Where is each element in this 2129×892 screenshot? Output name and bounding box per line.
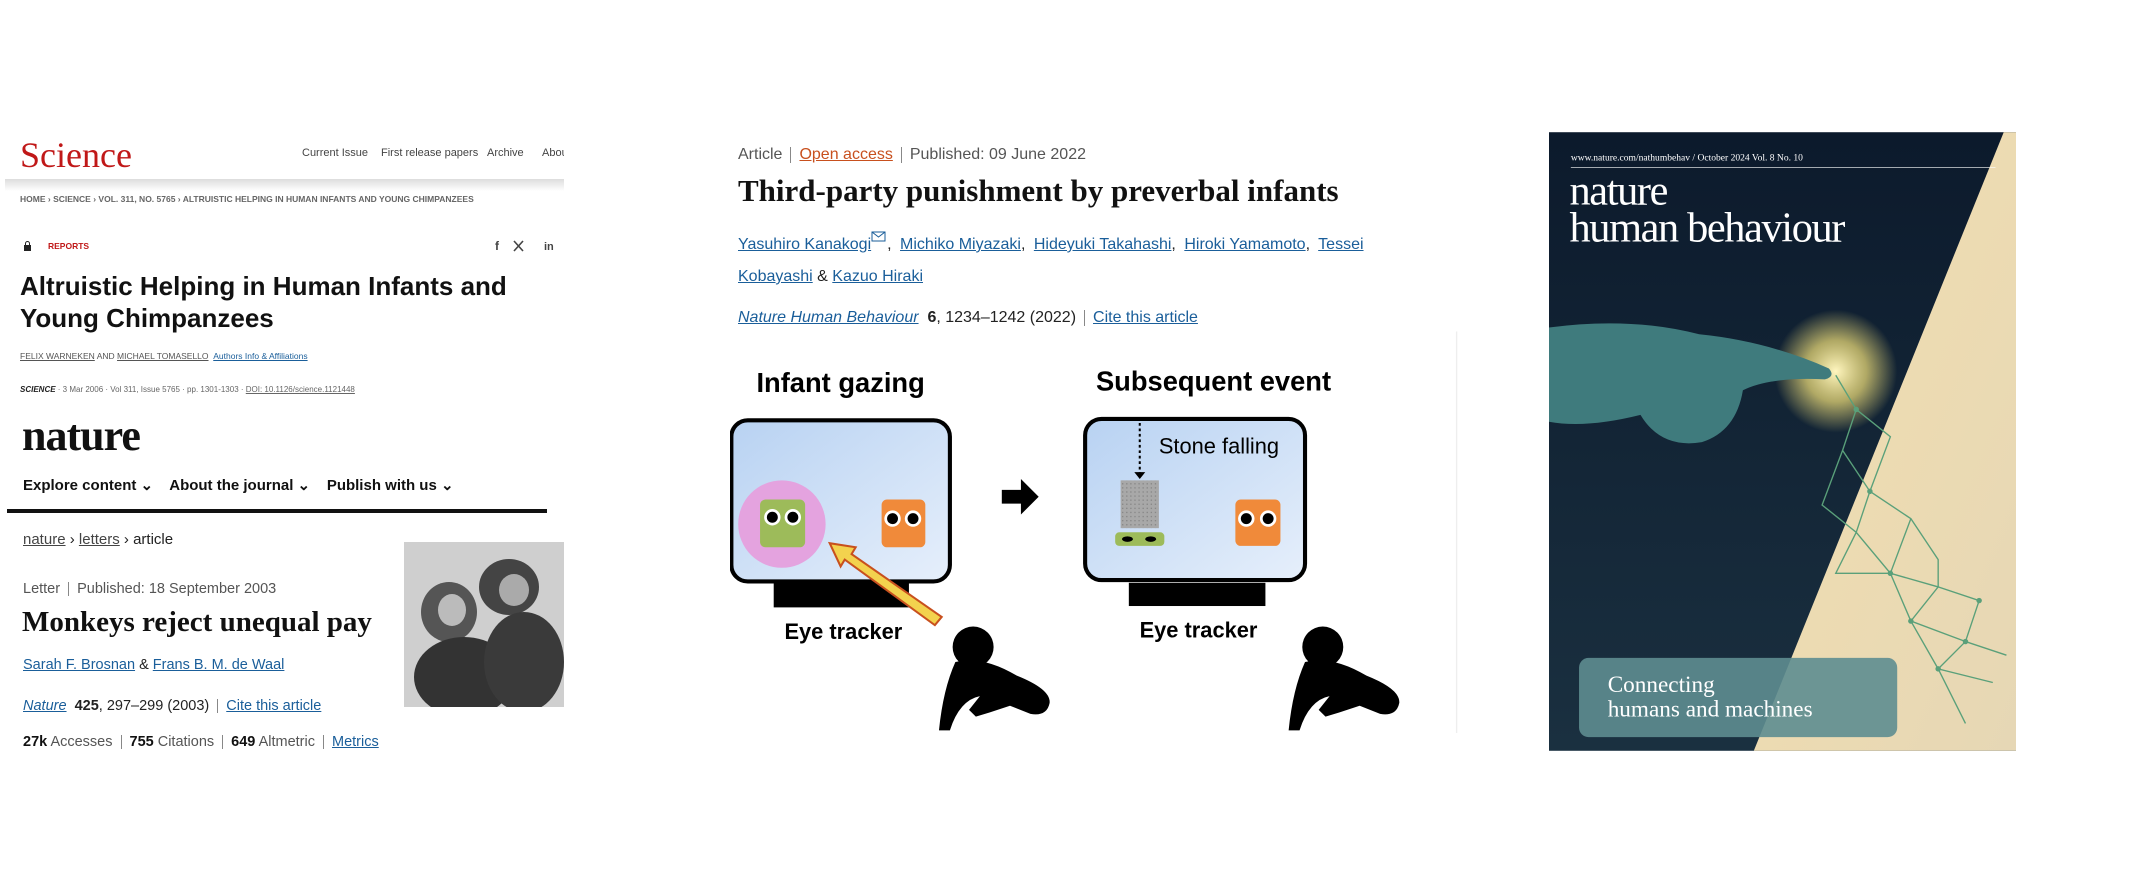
- author[interactable]: Yasuhiro Kanakogi: [738, 231, 896, 253]
- authors: Sarah F. Brosnan & Frans B. M. de Waal: [23, 657, 284, 673]
- science-logo[interactable]: Science: [20, 135, 132, 175]
- cover-title: human behaviour: [1569, 205, 1845, 252]
- figure-label: Eye tracker: [1140, 618, 1258, 643]
- nature-letter-panel: nature Explore content ⌄ About the journ…: [5, 410, 564, 760]
- menu-label: Explore content: [23, 477, 137, 494]
- volume: 425: [74, 698, 99, 714]
- meta-volume: Vol 311, Issue 5765: [110, 385, 180, 394]
- article-type: Article: [738, 146, 783, 163]
- article-title: Third-party punishment by preverbal infa…: [738, 173, 1339, 208]
- authors: Yasuhiro Kanakogi Michiko Miyazaki Hidey…: [738, 229, 1438, 293]
- published-date: Published: 09 June 2022: [909, 146, 1086, 163]
- nav-item[interactable]: Archive: [487, 147, 524, 159]
- author[interactable]: FELIX WARNEKEN: [20, 351, 95, 361]
- nature-logo[interactable]: nature: [22, 411, 141, 460]
- metrics-link[interactable]: Metrics: [332, 734, 379, 750]
- meta: SCIENCE · 3 Mar 2006 · Vol 311, Issue 57…: [20, 385, 355, 394]
- menu-item[interactable]: Explore content ⌄: [23, 477, 154, 494]
- pages: , 297–299 (2003): [98, 698, 210, 714]
- metric-label: Citations: [157, 734, 215, 750]
- science-panel: Science Current Issue First release pape…: [5, 132, 564, 422]
- nav-item[interactable]: Abou: [542, 147, 564, 159]
- affiliations-link[interactable]: Authors Info & Affiliations: [213, 351, 308, 361]
- menu-rule: [7, 509, 547, 513]
- header-shadow: [5, 179, 564, 191]
- crumb[interactable]: letters: [78, 531, 120, 548]
- author[interactable]: Hideyuki Takahashi: [1034, 236, 1180, 253]
- nav-item[interactable]: First release papers: [381, 147, 479, 159]
- author-join: AND: [96, 351, 115, 361]
- pages: , 1234–1242 (2022): [936, 309, 1077, 326]
- lock-icon: [24, 241, 31, 251]
- author-join: &: [817, 268, 828, 285]
- menu: Explore content ⌄ About the journal ⌄ Pu…: [23, 476, 454, 494]
- cover-caption: humans and machines: [1608, 697, 1813, 723]
- author-name: Yasuhiro Kanakogi: [738, 236, 872, 253]
- article-type: Letter: [23, 581, 61, 597]
- journal-cover: www.nature.com/nathumbehav / October 202…: [1549, 132, 2016, 751]
- article-title: Altruistic Helping in Human Infants and …: [20, 271, 507, 333]
- crumb[interactable]: HOME: [20, 194, 46, 204]
- author[interactable]: Michiko Miyazaki: [900, 236, 1029, 253]
- crumb: article: [133, 531, 174, 548]
- journal-link[interactable]: Nature: [23, 698, 67, 714]
- author[interactable]: Sarah F. Brosnan: [23, 657, 136, 673]
- meta-journal: SCIENCE: [20, 385, 56, 394]
- figure-label: Eye tracker: [784, 619, 902, 644]
- meta-doi[interactable]: DOI: 10.1126/science.1121448: [245, 385, 355, 394]
- author[interactable]: Frans B. M. de Waal: [152, 657, 285, 673]
- meta-pages: pp. 1301-1303: [187, 385, 239, 394]
- menu-label: About the journal: [169, 477, 294, 494]
- svg-text:f: f: [495, 239, 500, 253]
- nav-item[interactable]: Current Issue: [302, 147, 369, 159]
- journal-link[interactable]: Nature Human Behaviour: [738, 309, 919, 326]
- published-date: Published: 18 September 2003: [77, 581, 277, 597]
- authors: FELIX WARNEKEN AND MICHAEL TOMASELLO Aut…: [20, 351, 308, 361]
- metric-value: 755: [129, 734, 154, 750]
- author[interactable]: MICHAEL TOMASELLO: [117, 351, 209, 361]
- cite-link[interactable]: Cite this article: [226, 698, 322, 714]
- crumb[interactable]: VOL. 311, NO. 5765: [98, 194, 176, 204]
- meta-date: 3 Mar 2006: [62, 385, 104, 394]
- citation: Nature 425, 297–299 (2003) Cite this arti…: [23, 698, 321, 714]
- citation: Nature Human Behaviour 6, 1234–1242 (202…: [738, 309, 1198, 327]
- author[interactable]: Hiroki Yamamoto: [1184, 236, 1314, 253]
- metric-label: Accesses: [50, 734, 113, 750]
- volume: 6: [927, 309, 937, 326]
- metrics: 27k Accesses 755 Citations 649 Altmetric Me…: [23, 734, 379, 750]
- author[interactable]: Tessei Kobayashi: [738, 236, 1364, 285]
- open-access-link[interactable]: Open access: [799, 146, 893, 163]
- menu-item[interactable]: About the journal ⌄: [169, 477, 311, 494]
- cite-link[interactable]: Cite this article: [1093, 309, 1198, 326]
- author-join: &: [139, 657, 149, 673]
- article-info: Letter Published: 18 September 2003: [23, 581, 276, 597]
- article-title: Monkeys reject unequal pay: [22, 606, 372, 638]
- menu-item[interactable]: Publish with us ⌄: [326, 477, 454, 494]
- figure-label: Subsequent event: [1096, 366, 1331, 397]
- cover-title: nature: [1569, 168, 1667, 215]
- figure-label: Infant gazing: [756, 367, 924, 398]
- experiment-figure: Infant gazing Subsequent event Eye track…: [730, 331, 1458, 734]
- cover-url: www.nature.com/nathumbehav / October 202…: [1571, 152, 1803, 163]
- breadcrumb: HOME › SCIENCE › VOL. 311, NO. 5765 › AL…: [20, 194, 474, 204]
- breadcrumb: nature › letters › article: [23, 531, 174, 548]
- figure-label: Stone falling: [1159, 433, 1279, 458]
- author[interactable]: Kazuo Hiraki: [832, 268, 923, 285]
- metric-label: Altmetric: [258, 734, 315, 750]
- cover-caption: Connecting: [1608, 672, 1715, 698]
- metric-value: 27k: [23, 734, 48, 750]
- share-icons[interactable]: f in: [492, 239, 562, 253]
- section-label: REPORTS: [48, 241, 90, 251]
- crumb[interactable]: nature: [23, 531, 66, 548]
- crumb: ALTRUISTIC HELPING IN HUMAN INFANTS AND …: [182, 194, 474, 204]
- metric-value: 649: [231, 734, 256, 750]
- crumb[interactable]: SCIENCE: [53, 194, 91, 204]
- monkeys-photo: [404, 542, 564, 707]
- svg-text:in: in: [544, 241, 554, 253]
- menu-label: Publish with us: [326, 477, 437, 494]
- mail-icon[interactable]: [871, 231, 887, 243]
- article-info: Article Open access Published: 09 June 202…: [738, 146, 1086, 164]
